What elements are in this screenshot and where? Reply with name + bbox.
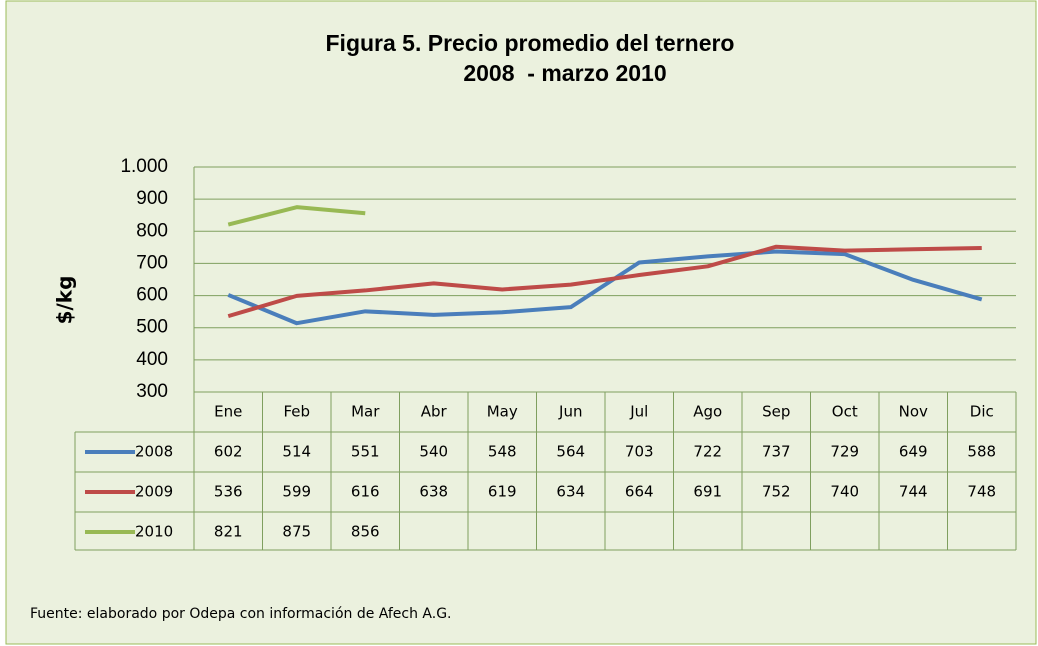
x-tick-label: May — [487, 403, 518, 421]
legend-label: 2008 — [135, 443, 173, 461]
table-value: 703 — [625, 443, 654, 461]
table-value: 588 — [967, 443, 996, 461]
table-value: 599 — [282, 483, 311, 501]
table-value: 752 — [762, 483, 791, 501]
table-value: 616 — [351, 483, 380, 501]
table-value: 737 — [762, 443, 791, 461]
x-tick-label: Sep — [762, 403, 790, 421]
table-value: 729 — [830, 443, 859, 461]
x-tick-label: Mar — [351, 403, 380, 421]
table-value: 619 — [488, 483, 517, 501]
table-value: 748 — [967, 483, 996, 501]
y-tick-label: 1.000 — [120, 156, 168, 177]
table-value: 875 — [282, 523, 311, 541]
table-value: 740 — [830, 483, 859, 501]
x-tick-label: Oct — [832, 403, 858, 421]
x-tick-label: Abr — [421, 403, 448, 421]
series-line — [227, 249, 983, 326]
table-value: 564 — [556, 443, 585, 461]
chart-subtitle: 2008 - marzo 2010 — [463, 60, 666, 86]
table-value: 856 — [351, 523, 380, 541]
y-tick-label: 900 — [136, 188, 168, 209]
source-note: Fuente: elaborado por Odepa con informac… — [30, 606, 452, 622]
legend-label: 2010 — [135, 523, 173, 541]
x-tick-label: Ago — [693, 403, 722, 421]
table-value: 691 — [693, 483, 722, 501]
y-tick-label: 300 — [136, 381, 168, 402]
series-line — [227, 205, 366, 227]
table-value: 722 — [693, 443, 722, 461]
table-value: 638 — [419, 483, 448, 501]
chart-background — [5, 0, 1037, 645]
table-value: 551 — [351, 443, 380, 461]
y-axis-label: $/kg — [53, 276, 77, 325]
x-tick-label: Ene — [214, 403, 242, 421]
x-tick-label: Jun — [558, 403, 582, 421]
y-tick-label: 500 — [136, 317, 168, 338]
chart-title: Figura 5. Precio promedio del ternero — [326, 30, 735, 56]
x-tick-label: Dic — [970, 403, 994, 421]
table-value: 602 — [214, 443, 243, 461]
x-tick-label: Jul — [629, 403, 648, 421]
table-value: 536 — [214, 483, 243, 501]
legend-label: 2009 — [135, 483, 173, 501]
table-value: 664 — [625, 483, 654, 501]
table-value: 548 — [488, 443, 517, 461]
x-tick-label: Feb — [283, 403, 310, 421]
table-value: 649 — [899, 443, 928, 461]
table-value: 514 — [282, 443, 311, 461]
table-value: 744 — [899, 483, 928, 501]
table-value: 634 — [556, 483, 585, 501]
table-value: 540 — [419, 443, 448, 461]
y-tick-label: 400 — [136, 349, 168, 370]
y-tick-label: 800 — [136, 220, 168, 241]
series-line — [227, 244, 982, 319]
table-value: 821 — [214, 523, 243, 541]
y-tick-label: 700 — [136, 252, 168, 273]
x-tick-label: Nov — [899, 403, 928, 421]
y-tick-label: 600 — [136, 285, 168, 306]
